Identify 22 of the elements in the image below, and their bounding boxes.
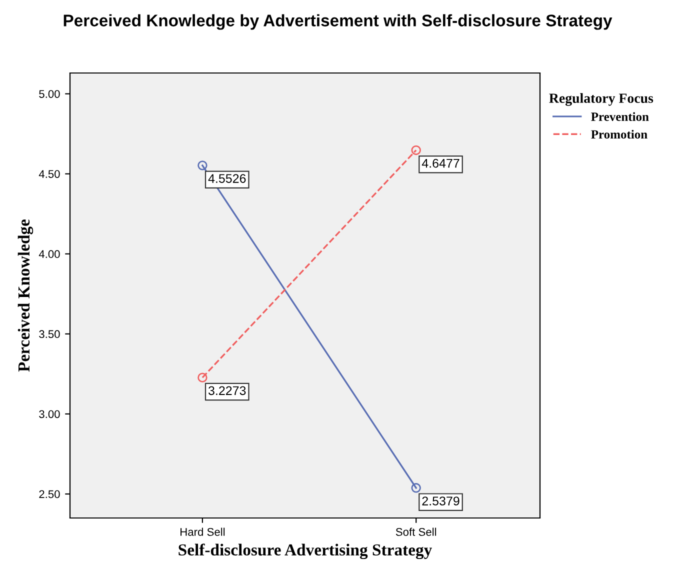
y-tick-label: 5.00	[39, 90, 60, 98]
data-label: 4.6477	[422, 158, 460, 168]
x-axis-title: Self-disclosure Advertising Strategy	[178, 544, 432, 560]
legend-title: Regulatory Focus	[549, 93, 654, 106]
data-label: 3.2273	[208, 386, 246, 396]
point	[198, 372, 208, 382]
data-label: 4.5526	[208, 174, 246, 183]
point	[411, 483, 421, 493]
x-tick-label: Hard Sell	[180, 528, 225, 536]
x-tick-label: Soft Sell	[396, 528, 436, 536]
chart-title: Perceived Knowledge by Advertisement with Self-disclosure Strategy	[64, 14, 612, 30]
y-tick-label: 4.00	[38, 250, 60, 258]
y-tick-label: 4.50	[38, 170, 60, 178]
y-tick-label: 2.50	[39, 490, 60, 498]
y-axis-title: Perceived Knowledge	[18, 219, 34, 372]
point	[411, 145, 421, 156]
legend-label: Prevention	[591, 112, 649, 121]
point	[198, 160, 208, 170]
y-tick-label: 3.50	[39, 330, 60, 338]
data-label: 2.5379	[422, 496, 460, 506]
legend-label: Promotion	[591, 130, 648, 139]
y-tick-label: 3.00	[39, 410, 60, 418]
